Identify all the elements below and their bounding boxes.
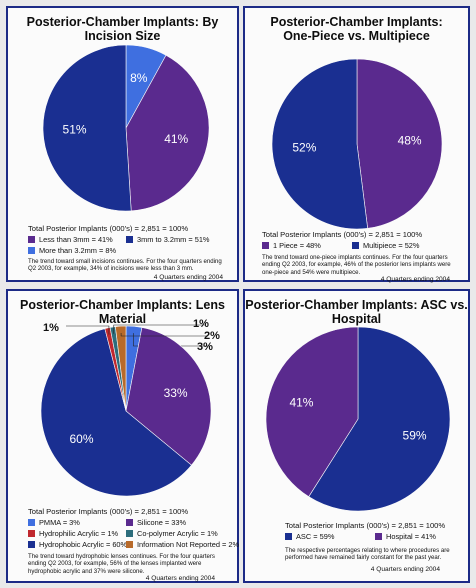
pie-slice — [115, 325, 127, 412]
legend-swatch — [126, 541, 133, 548]
slice-label: 2% — [204, 330, 220, 342]
legend-label: Multipiece = 52% — [363, 241, 420, 250]
slice-label: 59% — [403, 428, 427, 442]
legend: Less than 3mm = 41% 3mm to 3.2mm = 51% M… — [28, 235, 238, 265]
legend-item: Hospital = 41% — [375, 532, 436, 541]
slice-label: 8% — [130, 71, 148, 85]
chart-title: Posterior-Chamber Implants: By Incision … — [26, 15, 219, 43]
slice-label: 1% — [43, 322, 59, 334]
chart-panel-lens-material: Posterior-Chamber Implants: Lens Materia… — [6, 289, 239, 583]
chart-title: Posterior-Chamber Implants: One-Piece vs… — [270, 15, 443, 43]
slice-label: 51% — [63, 123, 87, 137]
note-text: The trend toward one-piece implants cont… — [262, 254, 451, 276]
legend-item: Multipiece = 52% — [352, 241, 420, 250]
legend-label: More than 3.2mm = 8% — [39, 246, 117, 255]
legend-label: Information Not Reported = 2% — [137, 540, 240, 549]
slice-label: 48% — [398, 134, 422, 148]
chart-panel-incision-size: Posterior-Chamber Implants: By Incision … — [6, 6, 239, 282]
legend-label: Hospital = 41% — [386, 532, 436, 541]
pie-chart: 59% 41% — [265, 326, 451, 512]
pie-slice — [356, 58, 443, 229]
legend-swatch — [352, 242, 359, 249]
legend-item: PMMA = 3% — [28, 518, 80, 527]
legend-swatch — [285, 533, 292, 540]
slice-label: 60% — [69, 432, 93, 446]
footer-text: 4 Quarters ending 2004 — [380, 276, 450, 283]
pie-slice — [308, 326, 451, 512]
legend-swatch — [28, 247, 35, 254]
legend-item: More than 3.2mm = 8% — [28, 246, 116, 255]
legend-swatch — [28, 236, 35, 243]
legend-swatch — [126, 519, 133, 526]
callout-line — [66, 325, 110, 335]
footer-text: 4 Quarters ending 2004 — [145, 575, 215, 582]
slice-label: 33% — [164, 386, 188, 400]
legend-label: Silicone = 33% — [137, 518, 187, 527]
legend-swatch — [375, 533, 382, 540]
chart-title: Posterior-Chamber Implants: ASC vs. Hosp… — [245, 298, 468, 326]
pie-slice — [265, 326, 359, 498]
chart-title: Posterior-Chamber Implants: Lens Materia… — [20, 298, 225, 326]
legend-swatch — [28, 541, 35, 548]
footer-text: 4 Quarters ending 2004 — [370, 566, 440, 573]
pie-slice — [40, 328, 192, 497]
callout-line — [133, 333, 208, 347]
legend-swatch — [28, 519, 35, 526]
legend-item: Information Not Reported = 2% — [126, 540, 239, 549]
legend-item: Less than 3mm = 41% — [28, 235, 113, 244]
slice-label: 41% — [289, 396, 313, 410]
pie-chart: 8% 41% 51% — [42, 44, 210, 212]
legend-swatch — [126, 530, 133, 537]
pie-chart: 48% 52% — [271, 58, 443, 230]
legend-item: 3mm to 3.2mm = 51% — [126, 235, 210, 244]
legend: PMMA = 3% Silicone = 33% Hydrophilic Acr… — [28, 518, 239, 552]
legend-swatch — [126, 236, 133, 243]
callout-line — [113, 324, 205, 334]
note-text: The trend toward hydrophobic lenses cont… — [28, 553, 215, 575]
legend-swatch — [28, 530, 35, 537]
total-text: Total Posterior Implants (000's) = 2,851… — [285, 521, 446, 530]
legend-label: Co-polymer Acrylic = 1% — [137, 529, 218, 538]
callout-line — [120, 332, 208, 337]
total-text: Total Posterior Implants (000's) = 2,851… — [262, 230, 423, 239]
legend-item: 1 Piece = 48% — [262, 241, 321, 250]
pie-slice — [125, 54, 210, 212]
chart-panel-one-piece: Posterior-Chamber Implants: One-Piece vs… — [243, 6, 470, 283]
note-text: The trend toward small incisions continu… — [28, 258, 222, 273]
legend-item: ASC = 59% — [285, 532, 334, 541]
legend-label: ASC = 59% — [296, 532, 335, 541]
pie-slice — [42, 44, 132, 212]
slice-label: 41% — [164, 132, 188, 146]
legend-item: Silicone = 33% — [126, 518, 186, 527]
note-text: The respective percentages relating to w… — [285, 547, 450, 562]
legend-item: Hydrophilic Acrylic = 1% — [28, 529, 118, 538]
legend-label: Hydrophilic Acrylic = 1% — [39, 529, 119, 538]
pie-slice — [125, 327, 212, 466]
legend-label: Hydrophobic Acrylic = 60% — [39, 540, 128, 549]
legend-swatch — [262, 242, 269, 249]
chart-panel-asc-hospital: Posterior-Chamber Implants: ASC vs. Hosp… — [243, 289, 470, 583]
legend-label: Less than 3mm = 41% — [39, 235, 113, 244]
pie-chart: 3%33%60%1% 1%2% — [40, 318, 220, 497]
pie-slice — [271, 58, 368, 230]
slice-label: 3% — [197, 341, 213, 353]
total-text: Total Posterior Implants (000's) = 2,851… — [28, 507, 189, 516]
legend-label: 3mm to 3.2mm = 51% — [137, 235, 210, 244]
legend: ASC = 59% Hospital = 41% — [285, 532, 465, 544]
legend-item: Hydrophobic Acrylic = 60% — [28, 540, 127, 549]
total-text: Total Posterior Implants (000's) = 2,851… — [28, 224, 189, 233]
slice-label: 52% — [292, 140, 316, 154]
legend-item: Co-polymer Acrylic = 1% — [126, 529, 218, 538]
slice-label: 1% — [193, 318, 209, 330]
footer-text: 4 Quarters ending 2004 — [153, 274, 223, 281]
legend-label: 1 Piece = 48% — [273, 241, 321, 250]
legend-label: PMMA = 3% — [39, 518, 80, 527]
legend: 1 Piece = 48% Multipiece = 52% — [262, 241, 462, 253]
